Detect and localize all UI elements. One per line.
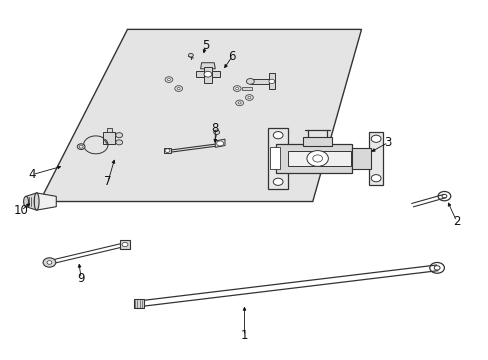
Circle shape bbox=[216, 141, 223, 146]
Polygon shape bbox=[276, 144, 351, 173]
Text: 4: 4 bbox=[29, 168, 36, 181]
Circle shape bbox=[233, 86, 241, 91]
Circle shape bbox=[79, 145, 83, 148]
Circle shape bbox=[203, 71, 211, 77]
Polygon shape bbox=[268, 73, 274, 89]
Polygon shape bbox=[163, 148, 171, 153]
Circle shape bbox=[177, 87, 180, 90]
Circle shape bbox=[306, 150, 328, 166]
Circle shape bbox=[238, 102, 241, 104]
Polygon shape bbox=[103, 132, 115, 144]
Circle shape bbox=[235, 87, 238, 90]
Polygon shape bbox=[120, 240, 130, 249]
Circle shape bbox=[247, 96, 250, 99]
Circle shape bbox=[164, 77, 172, 82]
Polygon shape bbox=[26, 193, 37, 210]
Text: 1: 1 bbox=[240, 329, 248, 342]
Circle shape bbox=[370, 135, 380, 142]
Text: 3: 3 bbox=[384, 136, 391, 149]
Polygon shape bbox=[250, 78, 271, 84]
Circle shape bbox=[47, 261, 52, 264]
Text: 7: 7 bbox=[104, 175, 111, 188]
Ellipse shape bbox=[34, 193, 39, 210]
Circle shape bbox=[370, 175, 380, 182]
Polygon shape bbox=[242, 87, 251, 90]
Polygon shape bbox=[37, 193, 56, 210]
Circle shape bbox=[116, 140, 122, 145]
Polygon shape bbox=[288, 150, 350, 166]
Polygon shape bbox=[303, 137, 331, 146]
Circle shape bbox=[245, 95, 253, 100]
Text: 8: 8 bbox=[211, 122, 219, 135]
Polygon shape bbox=[368, 132, 383, 185]
Polygon shape bbox=[40, 30, 361, 202]
Ellipse shape bbox=[23, 196, 28, 207]
Circle shape bbox=[268, 79, 274, 84]
Circle shape bbox=[167, 78, 170, 81]
Text: 10: 10 bbox=[14, 204, 29, 217]
Polygon shape bbox=[215, 139, 224, 147]
Circle shape bbox=[213, 130, 219, 134]
Polygon shape bbox=[267, 128, 288, 189]
Circle shape bbox=[273, 132, 283, 139]
Circle shape bbox=[43, 258, 56, 267]
Circle shape bbox=[273, 178, 283, 185]
Text: 5: 5 bbox=[202, 39, 209, 52]
Polygon shape bbox=[195, 71, 220, 77]
Circle shape bbox=[77, 144, 85, 149]
Text: 2: 2 bbox=[452, 215, 459, 228]
Circle shape bbox=[116, 133, 122, 138]
Polygon shape bbox=[351, 148, 370, 169]
Circle shape bbox=[188, 53, 193, 57]
Circle shape bbox=[246, 78, 254, 84]
Polygon shape bbox=[200, 63, 215, 69]
Polygon shape bbox=[107, 128, 112, 132]
Bar bbox=[270, 147, 280, 169]
Circle shape bbox=[122, 242, 128, 247]
Circle shape bbox=[174, 86, 182, 91]
Polygon shape bbox=[203, 67, 211, 83]
Text: 9: 9 bbox=[77, 272, 85, 285]
Circle shape bbox=[164, 149, 169, 152]
Circle shape bbox=[312, 155, 322, 162]
Text: 6: 6 bbox=[228, 50, 236, 63]
Circle shape bbox=[235, 100, 243, 106]
Polygon shape bbox=[134, 300, 143, 308]
